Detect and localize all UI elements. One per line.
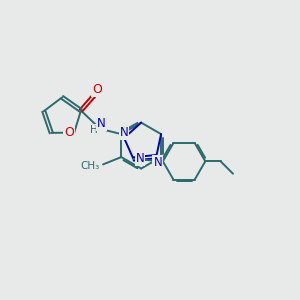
Text: N: N xyxy=(120,126,128,139)
Text: N: N xyxy=(153,156,162,169)
Text: N: N xyxy=(136,152,144,166)
Text: O: O xyxy=(92,83,102,96)
Text: O: O xyxy=(64,126,74,139)
Text: CH₃: CH₃ xyxy=(80,161,100,171)
Text: H: H xyxy=(90,125,98,135)
Text: N: N xyxy=(97,117,106,130)
